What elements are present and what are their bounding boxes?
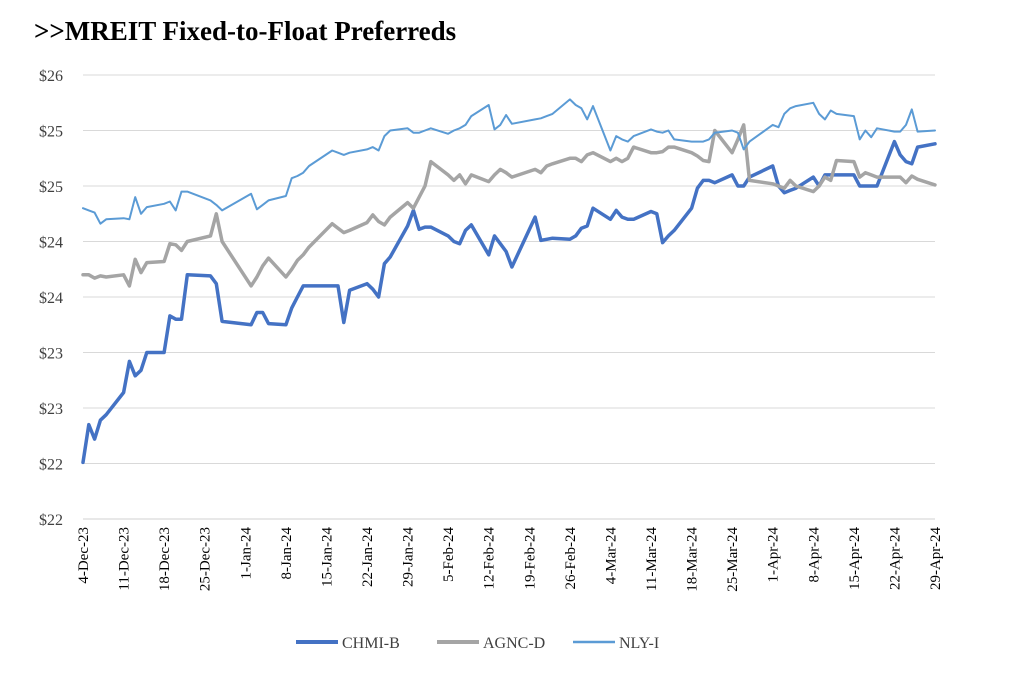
x-tick-label: 5-Feb-24 bbox=[441, 527, 457, 582]
y-tick-label: $25 bbox=[39, 179, 63, 196]
x-tick-label: 18-Mar-24 bbox=[685, 527, 701, 592]
x-tick-label: 25-Dec-23 bbox=[198, 527, 214, 591]
x-tick-label: 11-Mar-24 bbox=[644, 527, 660, 592]
series-lines bbox=[81, 98, 937, 465]
x-tick-label: 4-Mar-24 bbox=[603, 527, 619, 585]
x-tick-label: 8-Apr-24 bbox=[806, 527, 822, 583]
x-axis-tick-labels: 4-Dec-23 11-Dec-23 18-Dec-23 25-Dec-23 1-Jan… bbox=[76, 527, 944, 592]
gridlines bbox=[83, 74, 935, 464]
y-tick-label: $22 bbox=[39, 457, 63, 474]
series-line-agnc-d bbox=[81, 123, 937, 288]
legend-label: CHMI-B bbox=[342, 635, 400, 652]
y-tick-label: $24 bbox=[39, 235, 63, 252]
x-tick-label: 1-Apr-24 bbox=[766, 527, 782, 583]
y-tick-label: $25 bbox=[39, 124, 63, 141]
x-tick-label: 15-Apr-24 bbox=[847, 527, 863, 591]
y-tick-label: $23 bbox=[39, 346, 63, 363]
y-axis-tick-labels: $26 $25 $25 $24 $24 $23 $23 $22 $22 bbox=[39, 68, 63, 529]
x-tick-label: 12-Feb-24 bbox=[482, 527, 498, 590]
y-tick-label: $24 bbox=[39, 290, 63, 307]
x-tick-label: 8-Jan-24 bbox=[279, 527, 295, 580]
x-tick-label: 15-Jan-24 bbox=[319, 527, 335, 587]
legend-label: NLY-I bbox=[619, 635, 659, 652]
x-tick-label: 4-Dec-23 bbox=[76, 527, 92, 584]
x-tick-label: 11-Dec-23 bbox=[117, 527, 133, 591]
x-tick-label: 18-Dec-23 bbox=[157, 527, 173, 591]
legend-label: AGNC-D bbox=[483, 635, 545, 652]
x-tick-label: 22-Jan-24 bbox=[360, 527, 376, 587]
x-tick-label: 19-Feb-24 bbox=[522, 527, 538, 590]
x-tick-label: 29-Apr-24 bbox=[928, 527, 944, 591]
legend: CHMI-B AGNC-D NLY-I bbox=[296, 635, 659, 652]
x-tick-label: 26-Feb-24 bbox=[563, 527, 579, 590]
series-line-chmi-b bbox=[81, 139, 937, 465]
chart-title: >>MREIT Fixed-to-Float Preferreds bbox=[34, 16, 457, 46]
y-tick-label: $22 bbox=[39, 512, 63, 529]
y-tick-label: $26 bbox=[39, 68, 63, 85]
y-tick-label: $23 bbox=[39, 401, 63, 418]
series-line-nly-i bbox=[82, 98, 936, 225]
x-tick-label: 22-Apr-24 bbox=[887, 527, 903, 591]
x-tick-label: 25-Mar-24 bbox=[725, 527, 741, 592]
x-tick-label: 29-Jan-24 bbox=[401, 527, 417, 587]
x-tick-label: 1-Jan-24 bbox=[238, 527, 254, 580]
